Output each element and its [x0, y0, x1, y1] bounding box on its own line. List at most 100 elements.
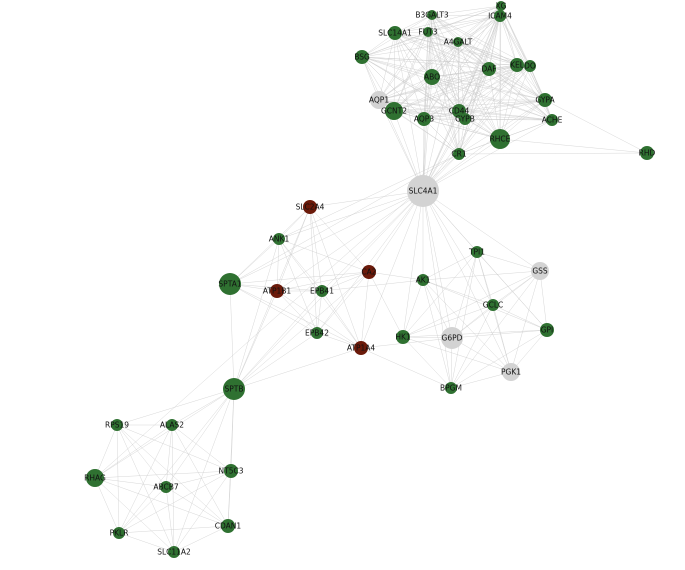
- node-rhce[interactable]: RHCE: [490, 129, 511, 149]
- node-rhag[interactable]: RHAG: [84, 469, 106, 487]
- edge-b3galt3-gypb: [431, 14, 466, 120]
- node-circle-icam4[interactable]: [494, 10, 506, 22]
- node-label-alas2: ALAS2: [160, 421, 184, 430]
- node-circle-bpgm[interactable]: [445, 382, 457, 394]
- node-circle-b3galt3[interactable]: [427, 10, 437, 20]
- node-circle-rps19[interactable]: [111, 419, 123, 431]
- node-tpi1[interactable]: TPI1: [468, 246, 485, 258]
- node-circle-slc2a4[interactable]: [303, 200, 317, 214]
- node-circle-xg[interactable]: [496, 1, 506, 11]
- node-circle-pgk1[interactable]: [502, 363, 520, 381]
- node-ak1[interactable]: AK1: [416, 274, 431, 286]
- edge-ak1-gss: [422, 270, 541, 281]
- node-circle-kel[interactable]: [510, 58, 524, 72]
- node-gclc[interactable]: GCLC: [483, 299, 503, 311]
- node-circle-tpi1[interactable]: [471, 246, 483, 258]
- node-slc14a1[interactable]: SLC14A1: [378, 26, 412, 40]
- node-circle-ank1[interactable]: [273, 233, 285, 245]
- node-slc4a1[interactable]: SLC4A1: [407, 175, 439, 207]
- node-circle-gpi[interactable]: [540, 323, 554, 337]
- node-kel[interactable]: KEL: [510, 58, 525, 72]
- node-cdan1[interactable]: CDAN1: [215, 519, 242, 533]
- node-sptb[interactable]: SPTB: [223, 378, 245, 400]
- node-circle-g6pd[interactable]: [441, 327, 463, 349]
- node-circle-a4galt[interactable]: [453, 37, 463, 47]
- node-gcnt2[interactable]: GCNT2: [381, 102, 407, 120]
- edge-slc4a1-xg: [422, 5, 502, 192]
- node-rps19[interactable]: RPS19: [105, 419, 129, 431]
- node-circle-atp1b1[interactable]: [270, 284, 284, 298]
- node-circle-cdan1[interactable]: [221, 519, 235, 533]
- node-circle-cr1[interactable]: [453, 148, 465, 160]
- node-abo[interactable]: ABO: [424, 69, 440, 85]
- node-atp1b1[interactable]: ATP1B1: [263, 284, 292, 298]
- node-circle-rhd[interactable]: [640, 146, 654, 160]
- node-do[interactable]: DO: [524, 60, 536, 72]
- node-circle-pklr[interactable]: [113, 527, 125, 539]
- node-circle-nt5c3[interactable]: [224, 464, 238, 478]
- node-circle-gclc[interactable]: [487, 299, 499, 311]
- node-circle-slc11a2[interactable]: [168, 546, 180, 558]
- node-nt5c3[interactable]: NT5C3: [219, 464, 244, 478]
- node-circle-gcnt2[interactable]: [385, 102, 403, 120]
- node-circle-daf[interactable]: [482, 62, 496, 76]
- node-daf[interactable]: DAF: [481, 62, 497, 76]
- node-circle-ache[interactable]: [546, 114, 558, 126]
- node-gypa[interactable]: GYPA: [535, 93, 555, 107]
- node-epb42[interactable]: EPB42: [305, 327, 329, 339]
- node-circle-ak1[interactable]: [417, 274, 429, 286]
- node-circle-rhce[interactable]: [490, 129, 510, 149]
- node-circle-gypb[interactable]: [459, 113, 471, 125]
- edge-gypa-rhd: [544, 99, 648, 154]
- node-xg[interactable]: XG: [496, 1, 507, 11]
- node-gpi[interactable]: GPI: [540, 323, 554, 337]
- edge-bsg-slc4a1: [361, 56, 424, 192]
- node-g6pd[interactable]: G6PD: [441, 327, 463, 349]
- node-cr1[interactable]: CR1: [451, 148, 467, 160]
- node-circle-slc4a1[interactable]: [407, 175, 439, 207]
- node-circle-do[interactable]: [524, 60, 536, 72]
- node-circle-alas2[interactable]: [166, 419, 178, 431]
- node-bsg[interactable]: BSG: [354, 50, 370, 64]
- node-circle-ca2[interactable]: [362, 265, 376, 279]
- node-gypb[interactable]: GYPB: [455, 113, 475, 125]
- node-circle-aqp1[interactable]: [370, 91, 388, 109]
- node-gss[interactable]: GSS: [531, 262, 549, 280]
- node-circle-fut3[interactable]: [423, 27, 433, 37]
- node-ache[interactable]: ACHE: [542, 114, 563, 126]
- node-slc11a2[interactable]: SLC11A2: [157, 546, 191, 558]
- node-atp1a4[interactable]: ATP1A4: [347, 341, 376, 355]
- node-epb41[interactable]: EPB41: [310, 285, 334, 297]
- node-circle-hk1[interactable]: [396, 330, 410, 344]
- node-aqp3[interactable]: AQP3: [414, 112, 434, 126]
- node-circle-bsg[interactable]: [355, 50, 369, 64]
- node-pgk1[interactable]: PGK1: [501, 363, 521, 381]
- node-alas2[interactable]: ALAS2: [160, 419, 184, 431]
- node-rhd[interactable]: RHD: [639, 146, 656, 160]
- node-fut3[interactable]: FUT3: [418, 27, 438, 37]
- node-hk1[interactable]: HK1: [395, 330, 411, 344]
- node-a4galt[interactable]: A4GALT: [444, 37, 473, 47]
- node-circle-gss[interactable]: [531, 262, 549, 280]
- node-circle-aqp3[interactable]: [417, 112, 431, 126]
- node-circle-abcb7[interactable]: [160, 481, 172, 493]
- node-circle-slc14a1[interactable]: [388, 26, 402, 40]
- node-circle-epb41[interactable]: [316, 285, 328, 297]
- node-circle-rhag[interactable]: [86, 469, 104, 487]
- node-slc2a4[interactable]: SLC2A4: [296, 200, 325, 214]
- node-bpgm[interactable]: BPGM: [440, 382, 462, 394]
- node-icam4[interactable]: ICAM4: [488, 10, 512, 22]
- node-circle-gypa[interactable]: [538, 93, 552, 107]
- node-ank1[interactable]: ANK1: [269, 233, 290, 245]
- node-pklr[interactable]: PKLR: [110, 527, 129, 539]
- node-abcb7[interactable]: ABCB7: [153, 481, 179, 493]
- node-circle-sptb[interactable]: [223, 378, 245, 400]
- node-circle-spta1[interactable]: [219, 273, 241, 295]
- node-ca2[interactable]: CA2: [361, 265, 377, 279]
- node-circle-atp1a4[interactable]: [354, 341, 368, 355]
- node-circle-abo[interactable]: [424, 69, 440, 85]
- node-circle-epb42[interactable]: [311, 327, 323, 339]
- node-b3galt3[interactable]: B3GALT3: [415, 10, 449, 20]
- node-spta1[interactable]: SPTA1: [218, 273, 242, 295]
- node-aqp1[interactable]: AQP1: [369, 91, 389, 109]
